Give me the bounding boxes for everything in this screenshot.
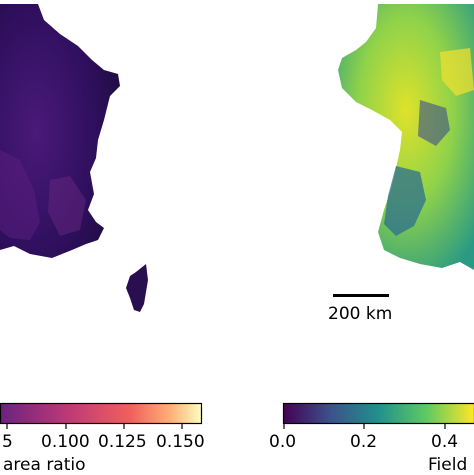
right-colorbar-gradient (283, 404, 474, 423)
right-map (338, 4, 474, 270)
right-colorbar (283, 404, 474, 430)
left-colorbar-tick-label: 0.125 (98, 434, 147, 451)
left-colorbar-tick-label: 0.150 (156, 434, 205, 451)
left-colorbar-tick-label: 0.100 (41, 434, 90, 451)
right-colorbar-label: Field (428, 457, 467, 474)
left-colorbar-tick-label: 5 (2, 434, 13, 451)
right-colorbar-tick-label: 0.0 (269, 434, 296, 451)
left-map (0, 4, 148, 312)
right-colorbar-tick-label: 0.2 (350, 434, 377, 451)
left-colorbar-label: area ratio (3, 457, 86, 474)
right-colorbar-tick-label: 0.4 (431, 434, 458, 451)
left-colorbar (0, 404, 202, 430)
left-map-corsica (126, 264, 148, 312)
scale-bar-label: 200 km (328, 306, 392, 323)
left-colorbar-gradient (0, 404, 201, 423)
